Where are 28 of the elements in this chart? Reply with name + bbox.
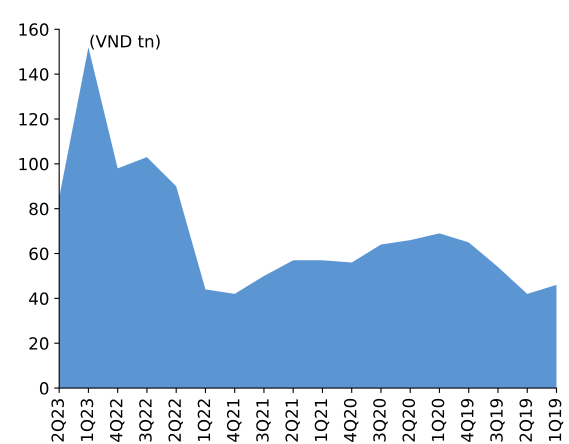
y-tick-label: 120 (19, 112, 48, 126)
annotation: (VND tn) (90, 34, 160, 50)
x-tick-label: 1Q22 (198, 399, 212, 441)
x-tick-label: 2Q21 (285, 399, 300, 442)
x-tick-label: 2Q23 (51, 399, 66, 442)
y-tick-label: 140 (19, 68, 48, 81)
x-tick-label: 1Q23 (80, 399, 96, 441)
y-tick-label: 0 (40, 382, 48, 395)
x-tick-label: 2Q22 (168, 399, 183, 442)
x-tick-label: 1Q21 (314, 399, 330, 441)
y-tick-label: 100 (19, 158, 48, 170)
x-tick-label: 4Q22 (110, 399, 124, 442)
x-tick-label: 4Q20 (344, 398, 358, 442)
x-tick-label: 3Q19 (490, 398, 505, 442)
x-tick-label: 2Q19 (519, 398, 534, 442)
x-tick-label: 1Q19 (548, 398, 564, 441)
y-tick-label: 60 (29, 247, 48, 260)
x-tick-label: 3Q21 (256, 399, 271, 442)
y-tick-label: 40 (29, 292, 48, 305)
x-tick-label: 1Q20 (432, 398, 446, 441)
x-tick-label: 2Q20 (402, 398, 417, 442)
x-tick-label: 3Q22 (139, 399, 154, 442)
x-tick-label: 4Q21 (226, 399, 242, 442)
y-tick-label: 20 (29, 337, 48, 350)
y-tick-label: 160 (19, 23, 48, 36)
x-tick-label: 4Q19 (460, 398, 476, 442)
y-tick-label: 80 (29, 202, 48, 216)
x-tick-label: 3Q20 (373, 398, 388, 442)
